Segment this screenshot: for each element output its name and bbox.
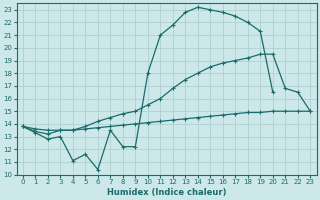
X-axis label: Humidex (Indice chaleur): Humidex (Indice chaleur) <box>107 188 226 197</box>
